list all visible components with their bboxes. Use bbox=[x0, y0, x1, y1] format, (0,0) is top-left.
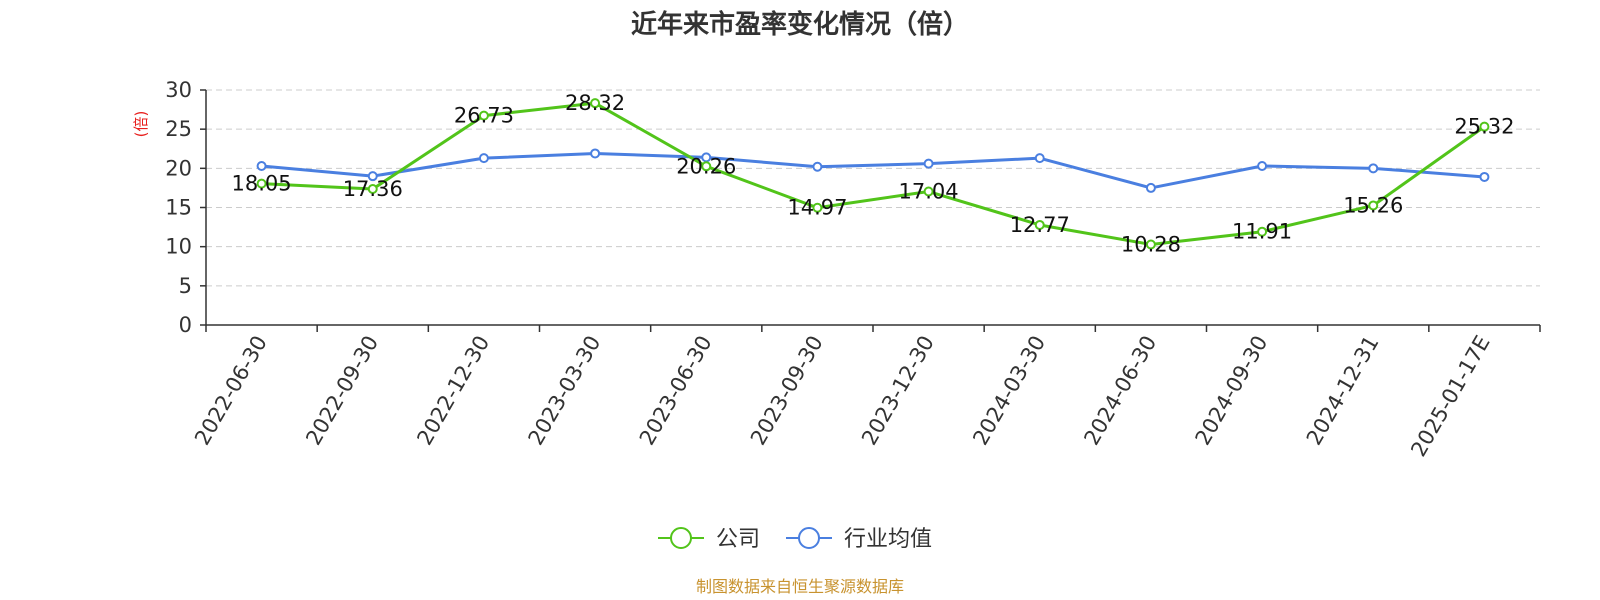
data-point[interactable] bbox=[923, 186, 934, 197]
y-axis-label: (倍) bbox=[132, 111, 150, 138]
data-source-note: 制图数据来自恒生聚源数据库 bbox=[696, 577, 904, 596]
x-tick-label: 2022-09-30 bbox=[301, 332, 383, 450]
data-label: 20.26 bbox=[676, 154, 736, 178]
data-point[interactable] bbox=[1479, 121, 1490, 132]
data-point[interactable] bbox=[1257, 226, 1268, 237]
legend: 公司 行业均值 bbox=[658, 527, 932, 552]
data-point[interactable] bbox=[367, 171, 378, 182]
series-layer bbox=[256, 98, 1490, 250]
series-line bbox=[261, 151, 1485, 190]
data-point[interactable] bbox=[1145, 182, 1156, 193]
data-label: 10.28 bbox=[1121, 232, 1181, 256]
data-point[interactable] bbox=[478, 153, 489, 164]
data-point[interactable] bbox=[478, 110, 489, 121]
data-label: 25.32 bbox=[1454, 115, 1514, 139]
data-label: 18.05 bbox=[232, 172, 292, 196]
x-tick-label: 2024-12-31 bbox=[1302, 332, 1384, 450]
data-label: 17.04 bbox=[899, 180, 959, 204]
data-label: 11.91 bbox=[1232, 220, 1292, 244]
data-point[interactable] bbox=[590, 148, 601, 159]
x-tick-label: 2023-06-30 bbox=[635, 332, 717, 450]
data-label: 17.36 bbox=[343, 177, 403, 201]
data-label: 15.26 bbox=[1343, 193, 1403, 217]
x-tick-label: 2022-06-30 bbox=[190, 332, 272, 450]
data-point[interactable] bbox=[812, 202, 823, 213]
data-label: 26.73 bbox=[454, 104, 514, 128]
data-label: 28.32 bbox=[565, 91, 625, 115]
data-point[interactable] bbox=[367, 184, 378, 195]
y-tick-label: 0 bbox=[179, 313, 192, 337]
grid-lines bbox=[206, 89, 1540, 287]
data-point[interactable] bbox=[256, 178, 267, 189]
legend-label-industry-average: 行业均值 bbox=[844, 527, 932, 552]
y-tick-label: 30 bbox=[165, 78, 192, 102]
x-tick-label: 2022-12-30 bbox=[412, 331, 494, 449]
data-point[interactable] bbox=[1368, 163, 1379, 174]
data-label: 14.97 bbox=[787, 196, 847, 220]
y-tick-label: 10 bbox=[165, 235, 192, 259]
y-tick-label: 5 bbox=[179, 274, 192, 298]
legend-label-company: 公司 bbox=[716, 527, 760, 552]
x-tick-label: 2023-03-30 bbox=[524, 332, 606, 450]
y-tick-label: 20 bbox=[165, 156, 192, 180]
x-tick-label: 2024-03-30 bbox=[968, 332, 1050, 450]
data-point[interactable] bbox=[256, 160, 267, 171]
x-tick-label: 2024-06-30 bbox=[1079, 332, 1161, 450]
data-labels: 18.05 17.36 26.73 28.32 20.26 14.97 17.04 12.77… bbox=[232, 91, 1515, 256]
series-industry-average bbox=[256, 148, 1490, 193]
data-point[interactable] bbox=[701, 161, 712, 172]
axes: 0 5 10 15 20 25 30 2022-06-30 2022-09-30 2022-12-… bbox=[165, 78, 1541, 461]
data-point[interactable] bbox=[1034, 153, 1045, 164]
data-point[interactable] bbox=[1368, 200, 1379, 211]
y-tick-label: 25 bbox=[165, 117, 192, 141]
data-point[interactable] bbox=[923, 158, 934, 169]
data-point[interactable] bbox=[1257, 160, 1268, 171]
data-point[interactable] bbox=[1479, 171, 1490, 182]
y-tick-label: 15 bbox=[165, 196, 192, 220]
x-tick-label: 2024-09-30 bbox=[1191, 332, 1273, 450]
data-point[interactable] bbox=[590, 98, 601, 109]
data-point[interactable] bbox=[812, 161, 823, 172]
data-point[interactable] bbox=[1145, 239, 1156, 250]
data-label: 12.77 bbox=[1010, 213, 1070, 237]
legend-item-industry-average[interactable]: 行业均值 bbox=[786, 527, 932, 552]
series-company bbox=[256, 98, 1490, 250]
x-tick-label: 2025-01-17E bbox=[1406, 332, 1494, 461]
x-tick-label: 2023-12-30 bbox=[857, 331, 939, 449]
legend-item-company[interactable]: 公司 bbox=[658, 527, 760, 552]
series-line bbox=[261, 101, 1486, 246]
chart-title: 近年来市盈率变化情况（倍） bbox=[631, 9, 969, 40]
x-tick-label: 2023-09-30 bbox=[746, 332, 828, 450]
data-point[interactable] bbox=[1034, 219, 1045, 230]
